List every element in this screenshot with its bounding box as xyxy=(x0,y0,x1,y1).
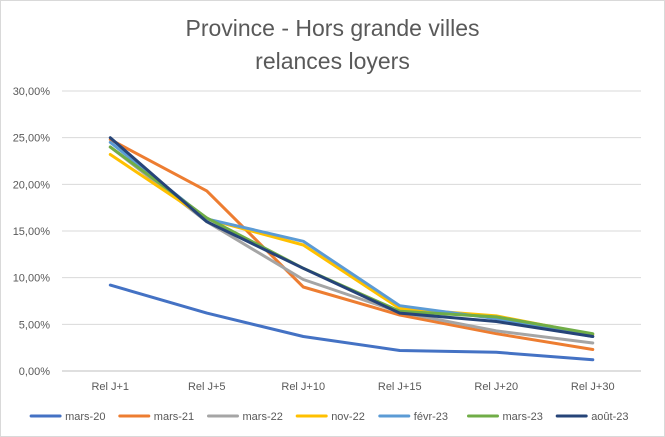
y-tick-label: 0,00% xyxy=(19,366,50,378)
series-line-mars-20 xyxy=(108,283,595,362)
x-tick-label: Rel J+1 xyxy=(91,381,129,393)
y-tick-label: 30,00% xyxy=(13,86,51,98)
series-line-août-23 xyxy=(108,136,595,338)
x-tick-label: Rel J+20 xyxy=(474,381,518,393)
legend-label: févr-23 xyxy=(414,411,448,423)
legend-label: mars-23 xyxy=(503,411,543,423)
legend-label: mars-20 xyxy=(65,411,105,423)
x-tick-label: Rel J+30 xyxy=(571,381,615,393)
legend-label: mars-22 xyxy=(243,411,283,423)
legend-label: nov-22 xyxy=(331,411,365,423)
chart-title-line-2: relances loyers xyxy=(255,48,410,74)
y-tick-label: 15,00% xyxy=(13,226,51,238)
y-tick-label: 20,00% xyxy=(13,179,51,191)
x-tick-label: Rel J+5 xyxy=(188,381,226,393)
y-tick-label: 25,00% xyxy=(13,133,51,145)
chart-title-line-1: Province - Hors grande villes xyxy=(185,15,480,41)
series-line-mars-21 xyxy=(108,138,595,351)
legend-label: août-23 xyxy=(591,411,628,423)
legend-label: mars-21 xyxy=(154,411,194,423)
x-tick-label: Rel J+10 xyxy=(281,381,325,393)
x-tick-label: Rel J+15 xyxy=(378,381,422,393)
y-tick-label: 10,00% xyxy=(13,273,51,285)
y-tick-label: 5,00% xyxy=(19,319,50,331)
